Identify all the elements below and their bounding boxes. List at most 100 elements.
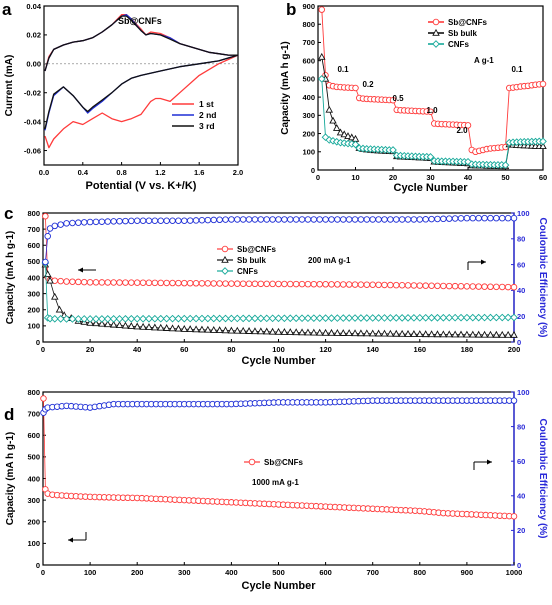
panel-c-point: [175, 279, 182, 287]
panel-c-point: [451, 215, 459, 222]
panel-c-point: [145, 323, 153, 331]
panel-c-point: [269, 280, 276, 288]
panel-c-point: [393, 216, 400, 223]
panel-c-point: [257, 314, 265, 323]
panel-c-point: [310, 328, 318, 336]
panel-a-title: Sb@CNFs: [118, 16, 162, 26]
panel-c-point: [363, 216, 371, 223]
panel-c-point: [104, 218, 112, 225]
panel-c-point: [469, 283, 477, 290]
panel-c-legend-label: Sb@CNFs: [237, 245, 276, 254]
panel-c-point: [63, 278, 70, 285]
panel-c-point: [92, 319, 100, 327]
panel-d-point: [40, 395, 47, 402]
panel-c-point: [98, 315, 106, 323]
panel-c-point: [510, 313, 518, 322]
panel-a-legend-label: 2 nd: [199, 110, 216, 120]
panel-c-point: [222, 216, 229, 223]
panel-c-point: [44, 232, 51, 240]
panel-c-legend-label: Sb bulk: [237, 256, 266, 265]
panel-c-point: [321, 314, 330, 322]
panel-b-point: [317, 52, 326, 60]
panel-c-point: [204, 216, 212, 224]
panel-c-point: [98, 319, 106, 327]
panel-c-point: [239, 280, 247, 287]
panel-c-point: [133, 279, 141, 286]
panel-c-point: [304, 216, 312, 223]
panel-c-point: [286, 314, 295, 323]
panel-c-point: [328, 281, 335, 288]
panel-c-y2-axis-label: Coulombic Efficiency (%): [537, 217, 548, 337]
panel-c-point: [410, 216, 418, 223]
panel-c-point: [410, 282, 418, 289]
panel-d-y2-tick-label: 100: [517, 388, 530, 397]
panel-d-y2-tick-label: 80: [517, 422, 525, 431]
panel-c-point: [463, 283, 471, 290]
panel-c-point: [133, 217, 141, 224]
panel-b-x-tick-label: 30: [426, 173, 434, 182]
panel-c-point: [322, 216, 329, 223]
panel-d-y-tick-label: 500: [27, 453, 40, 462]
panel-c-point: [510, 330, 518, 338]
panel-c-point: [192, 325, 200, 333]
panel-d-x-tick-label: 800: [414, 568, 427, 577]
panel-c-point: [204, 314, 212, 323]
panel-c-point: [475, 214, 482, 222]
panel-c-point: [287, 216, 294, 223]
panel-c-point: [404, 314, 412, 322]
panel-c-point: [422, 216, 429, 223]
panel-c-point: [262, 327, 271, 335]
panel-c-point: [198, 325, 206, 333]
panel-c-point: [121, 321, 130, 329]
panel-c-point: [363, 281, 371, 288]
panel-c-point: [428, 215, 435, 223]
panel-c-point: [163, 279, 170, 287]
panel-c-y-tick-label: 800: [27, 209, 40, 218]
panel-c-legend-marker: [221, 267, 229, 275]
panel-c-point: [386, 329, 395, 337]
panel-c-point: [416, 282, 424, 289]
panel-c-point: [474, 313, 483, 322]
panel-c-point: [381, 281, 388, 289]
panel-c-point: [428, 282, 435, 290]
panel-c-x-tick-label: 80: [227, 345, 235, 354]
panel-c-point: [481, 283, 488, 290]
panel-c-point: [268, 314, 277, 323]
panel-c-series-line: [45, 216, 515, 288]
panel-c-point: [427, 313, 436, 322]
panel-b-unit-label: A g-1: [474, 56, 494, 65]
panel-c-point: [69, 278, 76, 285]
panel-c-point: [469, 330, 477, 338]
panel-c-point: [334, 281, 341, 288]
panel-c-point: [42, 258, 49, 266]
panel-b-point: [317, 75, 326, 83]
panel-c-point: [269, 216, 276, 223]
panel-c-point: [86, 279, 94, 286]
panel-d-y-tick-label: 400: [27, 474, 40, 483]
panel-c-point: [351, 216, 359, 223]
panel-b-legend-label: Sb bulk: [448, 29, 477, 38]
panel-c-point: [504, 214, 512, 222]
panel-c-point: [315, 314, 324, 322]
panel-c-point: [480, 330, 489, 338]
panel-b-letter: b: [286, 0, 296, 19]
panel-c-point: [498, 283, 506, 291]
panel-a-x-tick-label: 0.8: [116, 168, 126, 177]
panel-b-x-tick-label: 40: [464, 173, 472, 182]
panel-a-legend-label: 3 rd: [199, 121, 215, 131]
panel-c-y2-tick-label: 20: [517, 312, 525, 321]
panel-c-point: [186, 325, 194, 333]
panel-c-point: [192, 280, 200, 287]
panel-c-point: [333, 314, 342, 322]
panel-c-point: [116, 279, 123, 286]
panel-c-point: [374, 329, 383, 337]
panel-c-point: [92, 279, 100, 286]
panel-c-point: [333, 328, 342, 336]
panel-b-rate-label: 0.5: [392, 94, 404, 103]
panel-c-point: [339, 329, 348, 336]
panel-c-point: [351, 314, 359, 322]
panel-c-point: [115, 321, 124, 329]
panel-c-point: [186, 314, 195, 323]
panel-a-y-tick-label: 0.02: [26, 31, 41, 40]
